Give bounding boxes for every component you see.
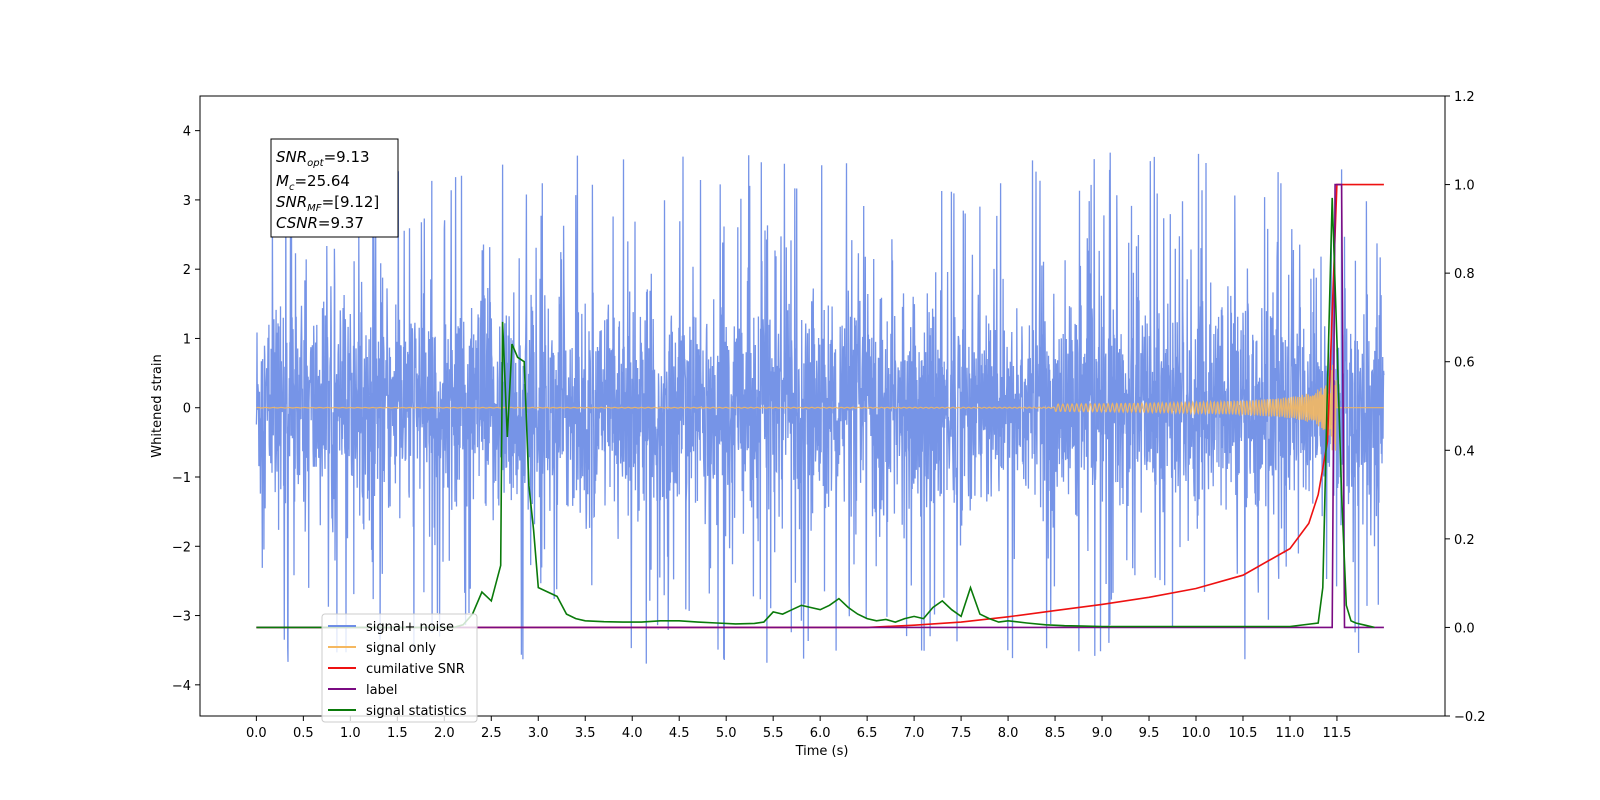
y2-tick-label: −0.2	[1454, 710, 1486, 725]
y-tick-label: 4	[183, 125, 191, 140]
y2-tick-label: 0.0	[1454, 621, 1475, 636]
series-signal-statistics	[256, 197, 1375, 629]
y2-tick-label: 1.0	[1454, 179, 1475, 194]
x-tick-label: 0.0	[246, 726, 267, 741]
series-label	[256, 183, 1384, 629]
y2-tick-label: 0.6	[1454, 356, 1475, 371]
y-tick-label: −2	[172, 540, 191, 555]
x-tick-label: 8.5	[1045, 726, 1066, 741]
axes-frame	[199, 95, 1446, 717]
y-tick-label: 3	[183, 194, 191, 209]
x-tick-label: 7.0	[904, 726, 925, 741]
x-tick-label: 11.0	[1275, 726, 1304, 741]
x-axis: 0.0 0.5 1.0 1.5 2.0 2.5 3.0 3.5 4.0 4.5 5.0 5.5 6.0 6…	[246, 716, 1351, 741]
annotation-frame	[270, 138, 399, 238]
x-tick-label: 3.0	[528, 726, 549, 741]
legend-label-label: label	[366, 683, 397, 698]
x-tick-label: 10.5	[1229, 726, 1258, 741]
y2-tick-label: 0.2	[1454, 533, 1475, 548]
x-tick-label: 4.0	[622, 726, 643, 741]
y2-tick-label: 0.8	[1454, 267, 1475, 282]
x-tick-label: 0.5	[293, 726, 314, 741]
series-cumulative-snr	[256, 183, 1384, 629]
legend-label-cumulative-snr: cumilative SNR	[366, 662, 465, 677]
x-tick-label: 4.5	[669, 726, 690, 741]
x-tick-label: 3.5	[575, 726, 596, 741]
x-axis-label: Time (s)	[795, 744, 849, 759]
noise-layer	[255, 152, 1385, 664]
y-axis-left: 4 3 2 1 0 −1 −2 −3 −4	[172, 125, 200, 694]
y-tick-label: 0	[183, 402, 191, 417]
x-tick-label: 6.5	[857, 726, 878, 741]
annotation-csnr: CSNR=9.37	[276, 214, 364, 232]
legend-frame	[321, 613, 478, 723]
x-tick-label: 9.0	[1092, 726, 1113, 741]
y-tick-label: 2	[183, 263, 191, 278]
x-tick-label: 10.0	[1182, 726, 1211, 741]
y2-tick-label: 1.2	[1454, 90, 1475, 105]
y2-tick-label: 0.4	[1454, 444, 1475, 459]
x-tick-label: 5.5	[763, 726, 784, 741]
legend-label-signal-noise: signal+ noise	[366, 620, 454, 635]
x-tick-label: 2.5	[481, 726, 502, 741]
y-tick-label: 1	[183, 332, 191, 347]
y-tick-label: −1	[172, 471, 191, 486]
series-signal-only	[256, 364, 1384, 451]
x-tick-label: 1.0	[340, 726, 361, 741]
annotation-snr-opt: SNRopt=9.13	[276, 148, 370, 169]
x-tick-label: 8.0	[998, 726, 1019, 741]
annotation-mc: Mc=25.64	[276, 172, 350, 193]
y-tick-label: −4	[172, 679, 191, 694]
legend: signal+ noise signal only cumilative SNR…	[321, 613, 478, 723]
right-axis-series-layer	[256, 183, 1384, 629]
x-tick-label: 1.5	[387, 726, 408, 741]
series-signal-noise	[255, 152, 1385, 664]
signal-layer	[256, 364, 1384, 451]
x-tick-label: 9.5	[1139, 726, 1160, 741]
y-tick-label: −3	[172, 610, 191, 625]
legend-label-signal-only: signal only	[366, 641, 436, 656]
x-tick-label: 6.0	[810, 726, 831, 741]
x-tick-label: 11.5	[1322, 726, 1351, 741]
legend-label-signal-statistics: signal statistics	[366, 704, 467, 719]
plot-area	[255, 152, 1385, 664]
x-tick-label: 7.5	[951, 726, 972, 741]
y-axis-label: Whitened strain	[150, 354, 165, 457]
annotation-snr-mf: SNRMF=[9.12]	[276, 193, 379, 214]
x-tick-label: 2.0	[434, 726, 455, 741]
y-axis-right: 1.2 1.0 0.8 0.6 0.4 0.2 0.0 −0.2	[1445, 90, 1486, 725]
snr-annotation-box: SNRopt=9.13 Mc=25.64 SNRMF=[9.12] CSNR=9…	[270, 138, 399, 238]
x-tick-label: 5.0	[716, 726, 737, 741]
